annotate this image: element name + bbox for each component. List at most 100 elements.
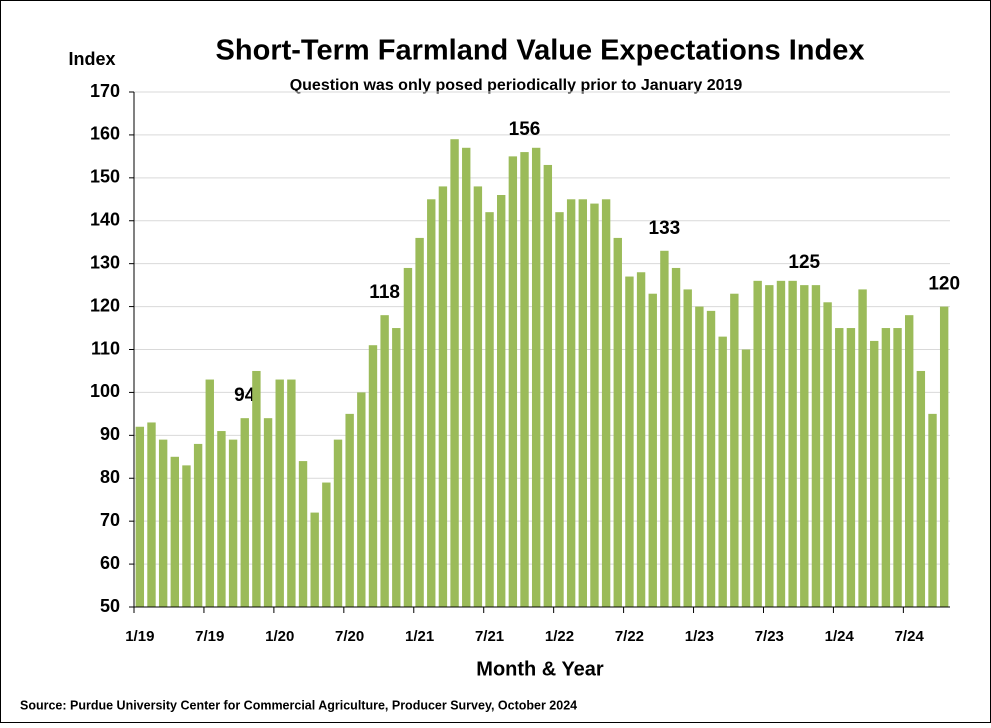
x-tick-label: 7/24 bbox=[895, 628, 925, 645]
x-tick-label: 1/24 bbox=[825, 628, 855, 645]
bar bbox=[939, 306, 949, 607]
bar bbox=[566, 199, 576, 607]
bar bbox=[345, 413, 354, 607]
bar bbox=[240, 418, 249, 607]
bar bbox=[613, 237, 622, 607]
bar bbox=[601, 199, 611, 607]
data-label: 133 bbox=[649, 218, 681, 239]
bar bbox=[916, 370, 926, 607]
data-label: 156 bbox=[509, 119, 541, 140]
bar bbox=[671, 267, 681, 607]
x-tick-label: 1/20 bbox=[265, 628, 294, 645]
bar bbox=[322, 482, 331, 607]
x-tick-label: 1/21 bbox=[405, 628, 434, 645]
bar bbox=[275, 379, 284, 607]
bar bbox=[205, 379, 214, 607]
bar bbox=[776, 280, 786, 607]
bar bbox=[450, 139, 459, 608]
bar bbox=[881, 328, 891, 607]
y-tick-label: 140 bbox=[90, 210, 120, 230]
bar bbox=[741, 349, 751, 607]
bar bbox=[660, 250, 669, 607]
bar bbox=[823, 302, 832, 607]
bar bbox=[462, 147, 471, 607]
x-tick-label: 7/19 bbox=[195, 628, 224, 645]
bar bbox=[497, 195, 506, 607]
y-tick-label: 130 bbox=[90, 252, 120, 272]
bar bbox=[718, 336, 727, 607]
x-tick-label: 1/19 bbox=[125, 628, 154, 645]
bar bbox=[217, 431, 226, 607]
bar bbox=[380, 315, 389, 607]
y-axis-label: Index bbox=[68, 49, 115, 69]
y-tick-label: 170 bbox=[90, 81, 120, 101]
bar bbox=[427, 199, 436, 607]
y-tick-label: 70 bbox=[100, 510, 120, 530]
bar bbox=[193, 443, 203, 607]
bar bbox=[695, 306, 704, 607]
y-tick-label: 120 bbox=[90, 295, 120, 315]
bar bbox=[730, 293, 739, 607]
x-axis-label: Month & Year bbox=[476, 658, 604, 680]
bar bbox=[147, 422, 156, 607]
bar bbox=[473, 186, 483, 607]
bar bbox=[555, 212, 564, 607]
bar bbox=[135, 426, 145, 607]
y-tick-label: 90 bbox=[100, 424, 120, 444]
bar bbox=[357, 392, 366, 607]
chart-subtitle: Question was only posed periodically pri… bbox=[290, 77, 743, 94]
bar bbox=[590, 203, 599, 608]
x-tick-label: 7/20 bbox=[335, 628, 364, 645]
bar bbox=[158, 439, 168, 607]
y-tick-label: 60 bbox=[100, 553, 120, 573]
y-tick-label: 50 bbox=[100, 596, 120, 616]
bar bbox=[788, 280, 797, 607]
bar bbox=[625, 276, 634, 607]
bar bbox=[228, 439, 238, 607]
bar bbox=[905, 315, 914, 607]
bar bbox=[333, 439, 343, 607]
bar bbox=[403, 267, 413, 607]
bar bbox=[648, 293, 657, 607]
bar bbox=[263, 418, 273, 607]
chart-title: Short-Term Farmland Value Expectations I… bbox=[216, 35, 865, 67]
bar bbox=[858, 289, 867, 607]
source: Source: Purdue University Center for Com… bbox=[20, 698, 577, 712]
y-tick-label: 160 bbox=[90, 124, 120, 144]
x-tick-label: 7/23 bbox=[755, 628, 784, 645]
bar bbox=[800, 285, 809, 607]
bar bbox=[683, 289, 692, 607]
bar bbox=[753, 280, 762, 607]
x-tick-label: 7/21 bbox=[475, 628, 504, 645]
data-label: 125 bbox=[788, 252, 820, 273]
bar bbox=[706, 310, 716, 607]
bar bbox=[287, 379, 296, 607]
bar bbox=[636, 272, 646, 607]
bar bbox=[835, 328, 844, 607]
bar bbox=[310, 512, 319, 607]
bar bbox=[170, 456, 179, 607]
bar bbox=[543, 164, 553, 608]
bar bbox=[508, 156, 518, 607]
x-tick-label: 1/23 bbox=[685, 628, 714, 645]
bar bbox=[811, 285, 821, 607]
bar bbox=[485, 212, 494, 607]
bar bbox=[298, 461, 308, 607]
data-label: 94 bbox=[234, 385, 256, 406]
bar bbox=[252, 370, 261, 607]
bar bbox=[438, 186, 448, 607]
y-tick-label: 110 bbox=[91, 338, 120, 358]
bar bbox=[392, 328, 401, 607]
y-tick-label: 80 bbox=[100, 467, 120, 487]
x-tick-label: 1/22 bbox=[545, 628, 574, 645]
bar bbox=[765, 285, 774, 607]
bar bbox=[893, 328, 902, 607]
x-tick-label: 7/22 bbox=[615, 628, 644, 645]
y-tick-label: 150 bbox=[90, 167, 120, 187]
bar bbox=[520, 152, 529, 608]
y-tick-label: 100 bbox=[90, 381, 120, 401]
bar bbox=[870, 340, 879, 607]
bar bbox=[368, 345, 378, 607]
